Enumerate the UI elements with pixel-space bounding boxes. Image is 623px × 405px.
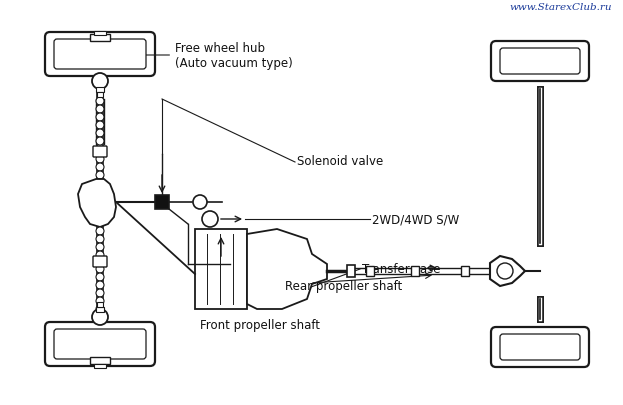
Text: www.StarexClub.ru: www.StarexClub.ru <box>510 3 612 12</box>
Text: Rear propeller shaft: Rear propeller shaft <box>285 280 402 293</box>
Circle shape <box>193 196 207 209</box>
Circle shape <box>96 98 104 106</box>
Bar <box>97 93 103 98</box>
Circle shape <box>96 235 104 243</box>
Bar <box>97 302 103 307</box>
Circle shape <box>96 281 104 289</box>
Bar <box>90 357 110 364</box>
Text: Free wheel hub
(Auto vacuum type): Free wheel hub (Auto vacuum type) <box>107 42 293 70</box>
Circle shape <box>96 172 104 179</box>
FancyBboxPatch shape <box>491 42 589 82</box>
Circle shape <box>96 156 104 164</box>
Circle shape <box>96 305 104 313</box>
Text: Front propeller shaft: Front propeller shaft <box>200 319 320 332</box>
Circle shape <box>96 122 104 130</box>
Polygon shape <box>490 256 525 286</box>
Circle shape <box>96 273 104 281</box>
Polygon shape <box>247 230 327 309</box>
Text: 2WD/4WD S/W: 2WD/4WD S/W <box>372 213 459 226</box>
Circle shape <box>96 243 104 252</box>
FancyBboxPatch shape <box>491 327 589 367</box>
Circle shape <box>96 164 104 172</box>
FancyBboxPatch shape <box>54 329 146 359</box>
Bar <box>366 266 374 276</box>
Bar <box>411 266 419 276</box>
Bar <box>155 196 169 209</box>
FancyBboxPatch shape <box>45 33 155 77</box>
FancyBboxPatch shape <box>93 256 107 267</box>
FancyBboxPatch shape <box>500 49 580 75</box>
Circle shape <box>96 252 104 259</box>
Circle shape <box>96 297 104 305</box>
FancyBboxPatch shape <box>54 40 146 70</box>
Circle shape <box>96 265 104 273</box>
Bar <box>94 364 106 368</box>
Bar <box>90 35 110 42</box>
Circle shape <box>497 263 513 279</box>
Polygon shape <box>78 179 116 228</box>
Circle shape <box>96 179 104 188</box>
Circle shape <box>96 228 104 235</box>
Circle shape <box>96 114 104 121</box>
Circle shape <box>96 130 104 138</box>
Circle shape <box>92 74 108 90</box>
Bar <box>195 230 247 309</box>
Circle shape <box>96 289 104 297</box>
Bar <box>347 265 355 277</box>
FancyBboxPatch shape <box>93 147 107 158</box>
Circle shape <box>202 211 218 228</box>
FancyBboxPatch shape <box>45 322 155 366</box>
FancyBboxPatch shape <box>500 334 580 360</box>
Text: Solenoid valve: Solenoid valve <box>297 155 383 168</box>
Circle shape <box>92 309 108 325</box>
Bar <box>96 307 104 312</box>
Text: Transfer case: Transfer case <box>362 263 440 276</box>
Circle shape <box>96 106 104 114</box>
Bar <box>96 88 104 93</box>
Circle shape <box>96 138 104 146</box>
Bar <box>461 266 469 276</box>
Bar <box>94 32 106 36</box>
